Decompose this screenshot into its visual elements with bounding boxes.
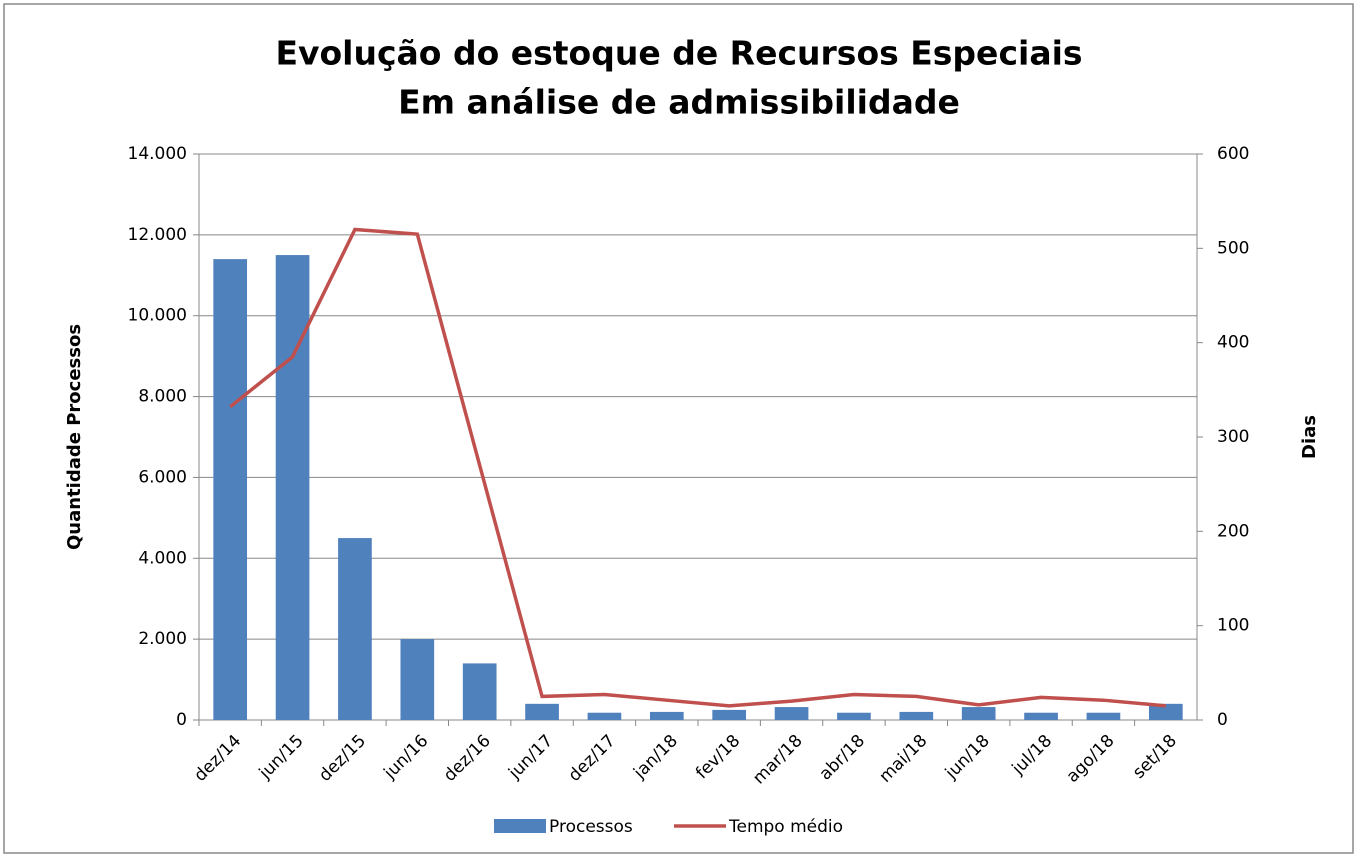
y-tick-label: 2.000 (138, 629, 187, 649)
bar (338, 538, 372, 720)
y2-tick-label: 0 (1217, 710, 1228, 730)
bar (1024, 712, 1058, 720)
y-tick-label: 0 (176, 710, 187, 730)
chart-title: Evolução do estoque de Recursos Especiai… (275, 34, 1082, 73)
bar (837, 712, 871, 720)
bar (525, 703, 559, 720)
y-tick-label: 14.000 (128, 144, 187, 164)
bar (1148, 703, 1183, 720)
y-tick-label: 4.000 (138, 548, 187, 568)
y2-tick-label: 200 (1217, 521, 1249, 541)
y2-tick-label: 300 (1217, 427, 1249, 447)
bar (712, 709, 747, 720)
y-tick-label: 6.000 (138, 467, 187, 487)
bar (275, 255, 310, 721)
y2-tick-label: 400 (1217, 333, 1249, 353)
bar (899, 711, 934, 720)
y-axis-title: Quantidade Processos (64, 324, 85, 550)
legend-label: Tempo médio (728, 817, 843, 837)
bar (213, 259, 248, 720)
line (229, 227, 1166, 708)
y2-axis-title: Dias (1299, 415, 1320, 459)
bar (961, 707, 996, 720)
legend-swatch (494, 819, 546, 833)
y2-tick-label: 100 (1217, 616, 1249, 636)
bar (649, 711, 684, 720)
legend-label: Processos (549, 817, 633, 837)
y2-tick-label: 600 (1217, 144, 1249, 164)
bar (774, 707, 809, 720)
chart-border (3, 3, 1354, 854)
y-tick-label: 12.000 (128, 225, 187, 245)
bar (587, 712, 622, 720)
bar (400, 639, 435, 720)
y-tick-label: 8.000 (138, 387, 187, 407)
bar (1086, 712, 1121, 720)
bar (462, 663, 497, 720)
chart-subtitle: Em análise de admissibilidade (398, 83, 960, 122)
y2-tick-label: 500 (1217, 238, 1249, 258)
y-tick-label: 10.000 (128, 306, 187, 326)
